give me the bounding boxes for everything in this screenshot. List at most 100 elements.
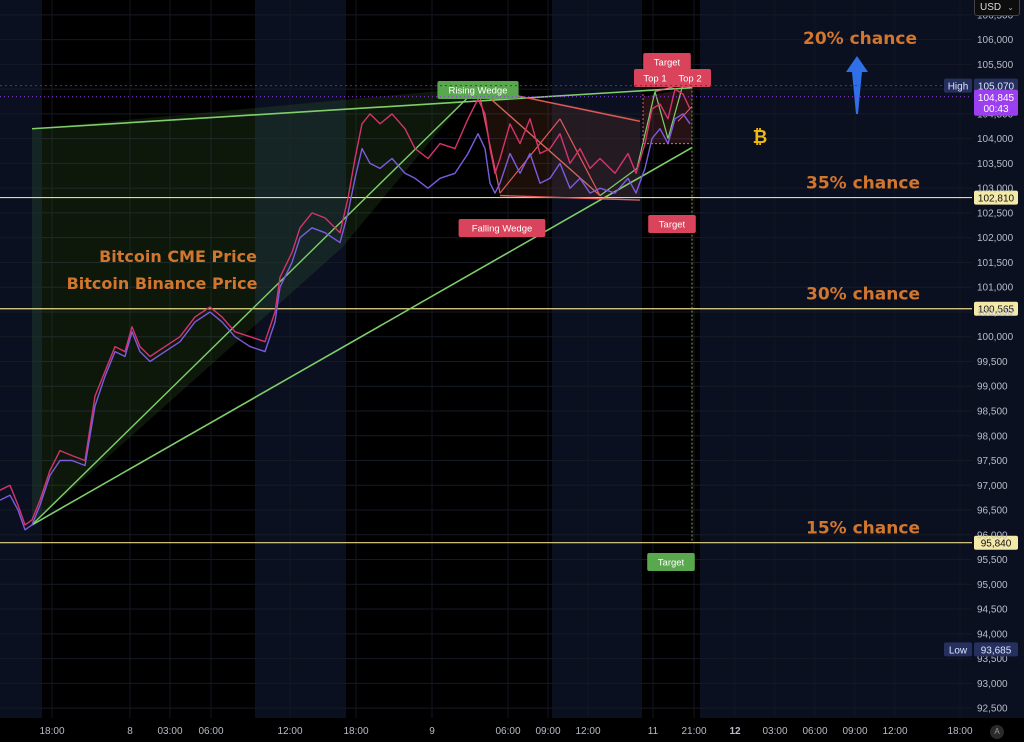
level-tag-text-1: 100,565 — [978, 305, 1015, 316]
y-tick-label-16: 100,500 — [977, 307, 1014, 318]
y-tick-label-18: 101,500 — [977, 258, 1014, 269]
y-tick-label-21: 103,000 — [977, 184, 1014, 195]
last-price-box — [974, 89, 1018, 116]
y-tick-label-12: 98,500 — [977, 406, 1008, 417]
x-tick-label-0: 18:00 — [39, 726, 64, 737]
bitcoin-icon: ₿ — [753, 127, 768, 148]
x-tick-label-12: 12 — [729, 726, 741, 737]
target-bottom-label-box — [647, 553, 695, 571]
falling-zz-3 — [559, 118, 601, 196]
top1-label-text: Top 1 — [643, 74, 666, 85]
low-value-box — [974, 642, 1018, 657]
top-pattern-area — [643, 87, 692, 144]
y-tick-label-5: 95,000 — [977, 580, 1008, 591]
x-tick-label-17: 18:00 — [947, 726, 972, 737]
x-tick-label-6: 9 — [429, 726, 435, 737]
level-tag-2 — [974, 535, 1018, 550]
y-tick-label-27: 106,000 — [977, 35, 1014, 46]
price-series — [0, 88, 691, 531]
target-top-label-box — [643, 53, 691, 71]
y-tick-label-13: 99,000 — [977, 382, 1008, 393]
falling-wedge-lower — [499, 194, 641, 201]
level-tag-0 — [974, 190, 1018, 205]
y-tick-label-7: 96,000 — [977, 530, 1008, 541]
low-label-text: Low — [949, 645, 968, 656]
low-label-box — [944, 642, 972, 657]
x-tick-label-9: 12:00 — [575, 726, 600, 737]
y-tick-label-9: 97,000 — [977, 481, 1008, 492]
zigzag-2 — [599, 167, 638, 197]
rising-wedge-inner — [31, 87, 479, 526]
session-band-0 — [0, 0, 42, 718]
last-price-text: 104,845 — [978, 93, 1015, 104]
zigzag-4 — [654, 91, 669, 139]
top1-label-box — [634, 69, 676, 87]
x-tick-label-16: 12:00 — [882, 726, 907, 737]
series-line-1 — [0, 113, 691, 531]
y-tick-label-17: 101,000 — [977, 283, 1014, 294]
session-band-3 — [700, 0, 1024, 718]
y-tick-label-0: 92,500 — [977, 704, 1008, 715]
y-tick-label-1: 93,000 — [977, 679, 1008, 690]
x-tick-label-15: 09:00 — [842, 726, 867, 737]
y-tick-label-22: 103,500 — [977, 159, 1014, 170]
level-tag-text-2: 95,840 — [981, 539, 1012, 550]
low-value-text: 93,685 — [981, 645, 1012, 656]
y-tick-label-15: 100,000 — [977, 332, 1014, 343]
x-tick-label-8: 09:00 — [535, 726, 560, 737]
x-tick-label-10: 11 — [648, 726, 659, 737]
session-band-1 — [255, 0, 346, 718]
level-tag-1 — [974, 301, 1018, 316]
x-tick-label-7: 06:00 — [495, 726, 520, 737]
y-tick-label-8: 96,500 — [977, 506, 1008, 517]
rising-wedge-lower — [31, 146, 693, 526]
y-tick-label-14: 99,500 — [977, 357, 1008, 368]
last-price-countdown: 00:43 — [983, 104, 1008, 115]
level-chance-2: 15% chance — [806, 519, 920, 539]
currency-select[interactable]: USD ⌄ — [974, 0, 1020, 16]
session-band-2 — [552, 0, 642, 718]
rising-wedge-label-text: Rising Wedge — [449, 86, 508, 97]
x-tick-label-1: 8 — [127, 726, 133, 737]
annotations[interactable]: Rising Wedge Falling Wedge Target Top 1 Top … — [67, 53, 868, 571]
target-bottom-label-text: Target — [658, 558, 685, 569]
auto-scale-button[interactable]: A — [990, 725, 1004, 739]
y-tick-label-20: 102,500 — [977, 208, 1014, 219]
series-label-cme: Bitcoin CME Price — [99, 247, 257, 266]
y-tick-label-2: 93,500 — [977, 654, 1008, 665]
y-tick-label-19: 102,000 — [977, 233, 1014, 244]
y-tick-label-3: 94,000 — [977, 629, 1008, 640]
x-tick-label-11: 21:00 — [681, 726, 706, 737]
x-tick-label-5: 18:00 — [343, 726, 368, 737]
x-tick-label-13: 03:00 — [762, 726, 787, 737]
rising-wedge-label-box — [437, 81, 519, 99]
chevron-down-icon: ⌄ — [1007, 3, 1014, 12]
high-label-box — [944, 78, 972, 93]
high-value-box — [974, 78, 1018, 93]
rising-wedge-upper — [31, 86, 693, 130]
y-tick-label-26: 105,500 — [977, 60, 1014, 71]
target-mid-label-text: Target — [659, 220, 686, 231]
series-label-binance: Bitcoin Binance Price — [67, 274, 258, 293]
level-chance-0: 35% chance — [806, 174, 920, 194]
x-tick-label-3: 06:00 — [198, 726, 223, 737]
currency-value: USD — [980, 2, 1002, 13]
y-tick-label-4: 94,500 — [977, 605, 1008, 616]
horizontal-levels[interactable]: 102,810 35% chance 100,565 30% chance 95,840… — [0, 29, 1018, 550]
y-tick-label-6: 95,500 — [977, 555, 1008, 566]
falling-zz-2 — [499, 118, 561, 194]
high-label-text: High — [948, 82, 969, 93]
x-tick-label-14: 06:00 — [802, 726, 827, 737]
grid-lines — [0, 0, 972, 718]
top2-label-box — [669, 69, 711, 87]
axes[interactable]: 92,500 93,000 93,500 94,000 94,500 95,000 95,5… — [0, 10, 1018, 737]
level-tag-text-0: 102,810 — [978, 194, 1015, 205]
top-chance-label: 20% chance — [803, 29, 917, 49]
zigzag-3 — [636, 91, 656, 169]
y-tick-label-10: 97,500 — [977, 456, 1008, 467]
series-line-0 — [0, 88, 691, 526]
y-tick-label-23: 104,000 — [977, 134, 1014, 145]
falling-zz-4 — [477, 87, 601, 197]
x-tick-label-2: 03:00 — [157, 726, 182, 737]
